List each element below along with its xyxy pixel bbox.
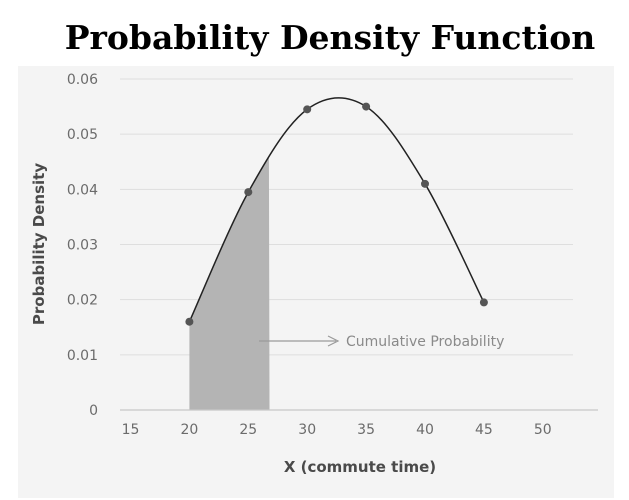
annotation-arrow-head (327, 335, 340, 347)
annotation-label: Cumulative Probability (346, 334, 504, 350)
density-curve (188, 97, 485, 323)
x-tick-labels: 15 20 25 30 35 40 45 50 (122, 422, 552, 438)
y-tick-label: 0.06 (67, 72, 98, 88)
y-tick-label: 0.01 (67, 348, 98, 364)
x-tick-label: 40 (416, 422, 434, 438)
x-tick-label: 30 (298, 422, 316, 438)
data-point (303, 105, 312, 114)
data-point (479, 298, 488, 307)
data-point (244, 188, 253, 197)
x-axis-label: X (commute time) (284, 458, 436, 476)
grid-lines (120, 78, 573, 356)
x-tick-label: 20 (180, 422, 198, 438)
x-tick-label: 15 (122, 422, 140, 438)
y-tick-label: 0.02 (67, 293, 98, 309)
y-tick-label: 0.04 (67, 182, 98, 198)
data-point (362, 102, 371, 111)
data-point (421, 179, 429, 188)
y-axis-label: Probability Density (30, 163, 48, 325)
x-tick-label: 50 (534, 422, 552, 438)
chart-title: Probability Density Function (64, 18, 596, 57)
cumulative-probability-area (189, 156, 270, 410)
x-tick-label: 45 (475, 422, 493, 438)
cumulative-probability-annotation: Cumulative Probability (259, 334, 504, 350)
y-tick-label: 0 (89, 403, 98, 419)
data-points (185, 102, 488, 326)
y-tick-labels: 0 0.01 0.02 0.03 0.04 0.05 0.06 (67, 72, 98, 419)
x-tick-label: 35 (357, 422, 375, 438)
x-tick-label: 25 (239, 422, 257, 438)
plot-background (18, 66, 614, 498)
y-tick-label: 0.03 (67, 238, 98, 254)
y-tick-label: 0.05 (67, 127, 98, 143)
data-point (185, 317, 194, 326)
